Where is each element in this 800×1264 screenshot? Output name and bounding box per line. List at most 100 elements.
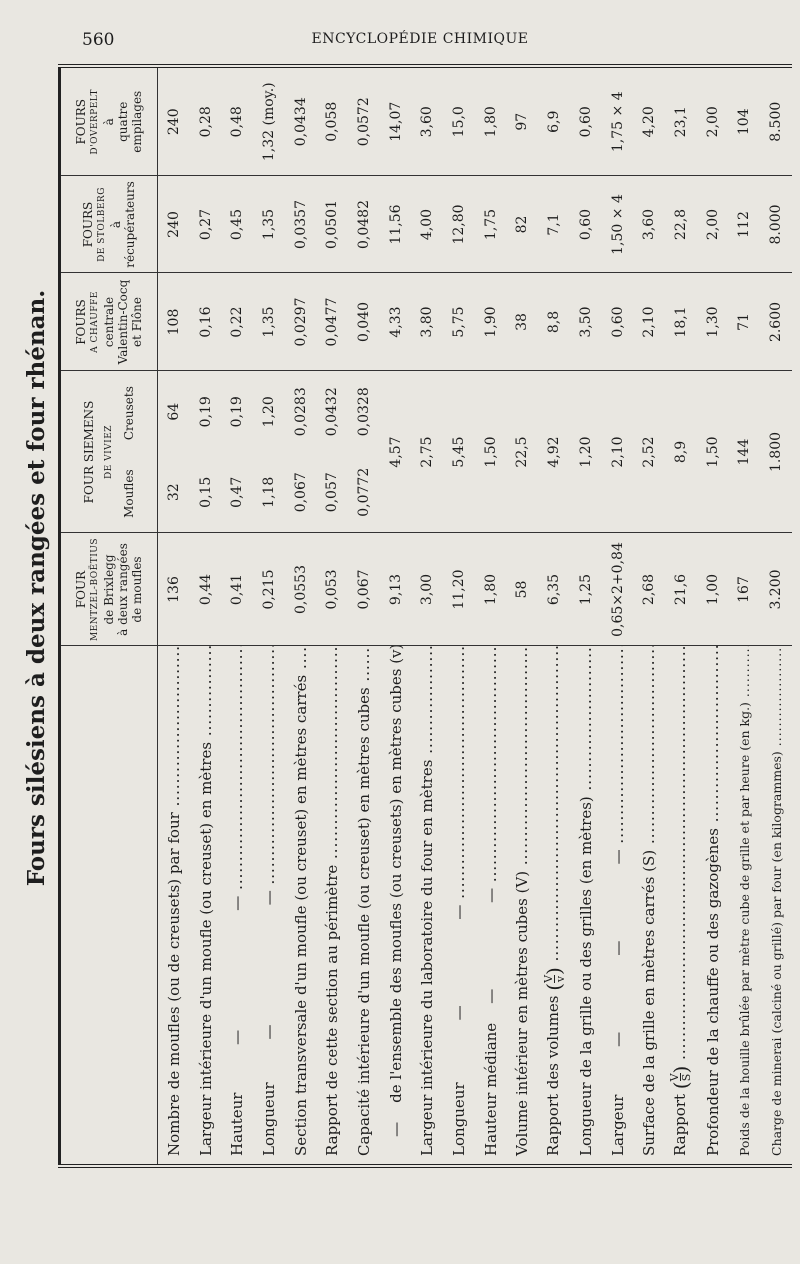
table-row: Nombre de moufles (ou de creusets) par f… [157, 66, 190, 1166]
row-label: Hauteur médiane — — [475, 646, 507, 1166]
row-label: Capacité intérieure d'un moufle (ou creu… [348, 646, 380, 1166]
row-label-text: Rapport de cette section au périmètre [323, 864, 342, 1156]
cell-valentin: 2,10 [633, 273, 666, 371]
row-label: Largeur intérieure d'un moufle (ou creus… [190, 646, 222, 1166]
row-label-text: Rapport [670, 1089, 689, 1156]
header-stolberg: FOURS DE STOLBERG à récupérateurs [59, 176, 158, 273]
header-line: FOURS [81, 201, 95, 248]
header-line: à [102, 118, 116, 126]
row-label-text: Longueur — — [259, 890, 278, 1156]
cell-mentzel: 0,053 [316, 533, 349, 646]
cell-mentzel: 2,68 [633, 533, 666, 646]
leader-dots [292, 646, 310, 675]
leader-dots [577, 646, 595, 796]
cell-siemens: 1,50 [474, 371, 507, 533]
header-line: quatre [116, 101, 130, 142]
row-label: Nombre de moufles (ou de creusets) par f… [158, 646, 190, 1166]
row-label: Largeur — — — [602, 646, 634, 1166]
cell-overpelt: 2,00 [696, 66, 729, 176]
cell-valentin: 2.600 [760, 273, 792, 371]
cell-stolberg: 82 [506, 176, 539, 273]
cell-valentin: 0,040 [348, 273, 380, 371]
row-label: Rapport (V S) [665, 646, 697, 1166]
leader-dots [769, 646, 784, 751]
header-label-column [59, 646, 158, 1166]
header-creusets: Creusets [122, 386, 136, 441]
cell-siemens: 1.800 [760, 371, 792, 533]
cell-mentzel: 58 [506, 533, 539, 646]
cell-valentin: 0,0477 [316, 273, 349, 371]
row-label-text: Profondeur de la chauffe ou des gazogène… [703, 828, 722, 1156]
cell-mentzel: 1,25 [569, 533, 602, 646]
cell-mentzel: 0,41 [221, 533, 254, 646]
cell-mentzel: 3,00 [411, 533, 444, 646]
table-row: — de l'ensemble des moufles (ou creusets… [379, 66, 412, 1166]
row-label: Longueur de la grille ou des grilles (en… [570, 646, 602, 1166]
table-row: Hauteur — — 0,410,47 0,19 0,220,450,48 [221, 66, 254, 1166]
leader-dots [544, 646, 562, 967]
row-label-text: Longueur de la grille ou des grilles (en… [576, 796, 595, 1156]
row-label-text: Hauteur — — [228, 895, 247, 1156]
cell-overpelt: 0,0572 [348, 66, 380, 176]
row-label: Profondeur de la chauffe ou des gazogène… [697, 646, 729, 1166]
cell-siemens-creusets: 64 [165, 402, 182, 421]
table-row: Rapport de cette section au périmètre 0,0… [316, 66, 349, 1166]
cell-valentin: 1,35 [253, 273, 285, 371]
cell-siemens: 2,10 [601, 371, 634, 533]
row-label-text: Nombre de moufles (ou de creusets) par f… [164, 812, 183, 1156]
cell-stolberg: 12,80 [443, 176, 475, 273]
cell-overpelt: 240 [157, 66, 190, 176]
row-label: Charge de minerai (calciné ou grillé) pa… [760, 646, 792, 1166]
cell-stolberg: 0,0501 [316, 176, 349, 273]
row-label: Section transversale d'un moufle (ou cre… [285, 646, 317, 1166]
cell-mentzel: 0,067 [348, 533, 380, 646]
cell-siemens: 1,50 [696, 371, 729, 533]
cell-mentzel: 0,44 [189, 533, 222, 646]
leader-dots [671, 646, 689, 1066]
cell-mentzel: 9,13 [379, 533, 412, 646]
row-label-text: Longueur — — [450, 904, 469, 1156]
header-line: Valentin-Cocq [116, 279, 130, 365]
cell-mentzel: 6,35 [538, 533, 570, 646]
leader-dots [737, 646, 752, 702]
leader-dots [355, 646, 373, 687]
leader-dots [704, 646, 722, 828]
row-label: Largeur intérieure du laboratoire du fou… [412, 646, 444, 1166]
cell-overpelt: 14,07 [379, 66, 412, 176]
cell-overpelt: 1,80 [474, 66, 507, 176]
leader-dots [640, 646, 658, 850]
row-label: Surface de la grille en mètres carrés (S… [633, 646, 665, 1166]
cell-stolberg: 1,35 [253, 176, 285, 273]
cell-siemens-creusets: 0,0328 [356, 387, 372, 437]
header-row: FOUR MENTZEL-BOËTIUS de Brixlegg à deux … [59, 66, 158, 1166]
row-label: Poids de la houille brûlée par mètre cub… [728, 646, 760, 1166]
cell-mentzel: 21,6 [665, 533, 697, 646]
cell-siemens-moufles: 1,18 [253, 452, 285, 533]
table-row: Poids de la houille brûlée par mètre cub… [728, 66, 761, 1166]
table-row: Profondeur de la chauffe ou des gazogène… [696, 66, 729, 1166]
cell-stolberg: 0,0482 [348, 176, 380, 273]
leader-dots [418, 646, 436, 760]
table-title: Fours silésiens à deux rangées et four r… [23, 289, 50, 887]
cell-siemens-moufles: 0,0772 [348, 452, 380, 533]
rotated-table-block: Fours silésiens à deux rangées et four r… [16, 64, 796, 1168]
cell-stolberg: 0,45 [221, 176, 254, 273]
cell-siemens: 2,52 [633, 371, 666, 533]
header-line: D'OVERPELT [90, 88, 100, 155]
table-row: Longueur de la grille ou des grilles (en… [569, 66, 602, 1166]
cell-overpelt: 6,9 [538, 66, 570, 176]
leader-dots [323, 646, 341, 865]
cell-siemens-moufles: 32 [157, 452, 190, 533]
row-label-text: — de l'ensemble des moufles (ou creusets… [386, 646, 405, 1156]
header-line: à deux rangées [116, 543, 130, 636]
table-row: Section transversale d'un moufle (ou cre… [284, 66, 317, 1166]
table-row: Largeur — — — 0,65×2+0,842,100,601,50 × 4… [601, 66, 634, 1166]
cell-valentin: 1,90 [474, 273, 507, 371]
header-line: empilages [130, 90, 144, 153]
leader-dots [609, 646, 627, 849]
header-line: de Brixlegg [102, 554, 116, 625]
row-label: Volume intérieur en mètres cubes (V) [507, 646, 539, 1166]
table-row: Volume intérieur en mètres cubes (V) 5822… [506, 66, 539, 1166]
cell-siemens: 1,20 [569, 371, 602, 533]
